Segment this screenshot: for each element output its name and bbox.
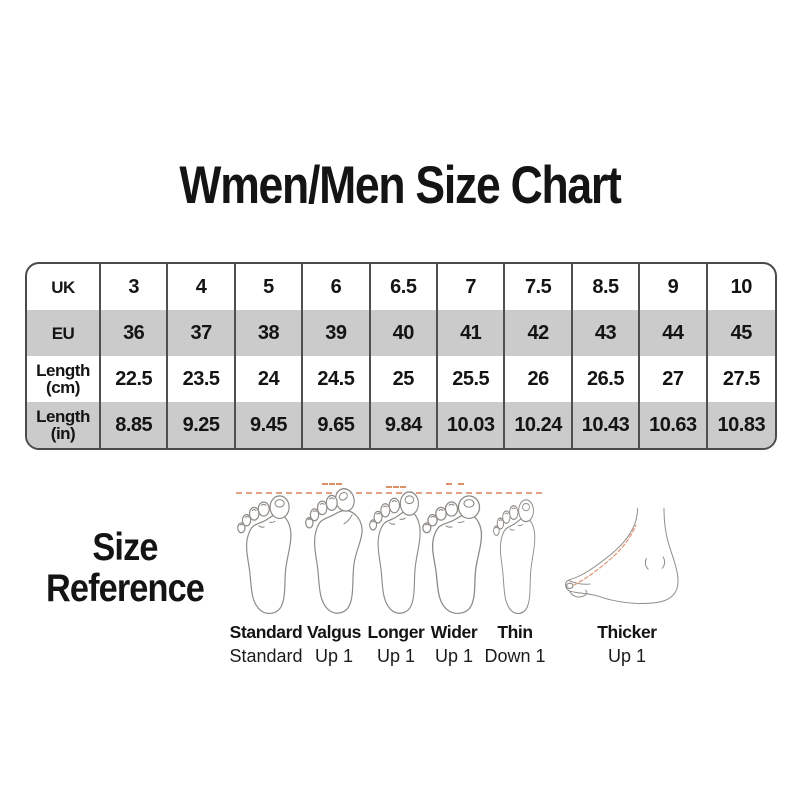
foot-adjustment: Down 1	[484, 646, 546, 666]
table-cell: 25	[371, 356, 438, 402]
table-cell: 40	[371, 310, 438, 356]
foot-label: Valgus	[306, 622, 361, 642]
table-cell: 6	[303, 264, 371, 310]
foot-label: Standard	[229, 622, 303, 642]
table-row-length-cm: Length (cm) 22.5 23.5 24 24.5 25 25.5 26…	[27, 356, 775, 402]
table-cell: 10.43	[573, 402, 641, 448]
size-reference-line1: Size	[92, 526, 158, 569]
table-cell: 45	[730, 322, 753, 344]
foot-figure-thicker: Thicker Up 1	[561, 484, 693, 684]
row-header-eu: EU	[27, 310, 101, 356]
table-cell: 37	[168, 310, 236, 356]
foot-label: Thicker	[597, 622, 657, 642]
table-cell: 39	[303, 310, 371, 356]
dash-tick	[446, 483, 464, 485]
table-row-eu: EU 36 37 38 39 40 41 42 43 44 45	[27, 310, 775, 356]
row-header-length-cm: Length (cm)	[27, 356, 101, 402]
table-cell: 9.84	[371, 402, 438, 448]
foot-side-thicker-icon	[564, 507, 679, 605]
foot-label: Wider	[430, 622, 478, 642]
size-table: UK 3 4 5 6 6.5 7 7.5 8.5 9 10 EU 36 37 3…	[25, 262, 777, 450]
toe-guide-dashed-line	[236, 492, 542, 494]
dash-tick	[322, 483, 342, 485]
table-cell: 9.65	[303, 402, 371, 448]
size-reference-line2: Reference	[45, 567, 205, 610]
table-cell: 24	[236, 356, 304, 402]
table-cell: 41	[438, 310, 506, 356]
foot-label: Longer	[367, 622, 425, 642]
foot-label: Thin	[497, 622, 533, 642]
table-cell: 27.5	[722, 368, 760, 390]
table-cell: 5	[236, 264, 304, 310]
foot-figure-valgus: Valgus Up 1	[284, 484, 384, 684]
table-cell: 26	[505, 356, 573, 402]
table-cell: 43	[573, 310, 641, 356]
table-cell: 42	[505, 310, 573, 356]
table-cell: 36	[101, 310, 169, 356]
table-cell: 10.83	[717, 414, 766, 436]
foot-adjustment: Up 1	[314, 646, 354, 666]
table-cell: 7.5	[505, 264, 573, 310]
table-cell: 10.24	[505, 402, 573, 448]
table-cell: 3	[101, 264, 169, 310]
table-cell: 7	[438, 264, 506, 310]
foot-top-thin-icon	[492, 499, 535, 615]
foot-adjustment: Up 1	[607, 646, 647, 666]
foot-adjustment: Up 1	[376, 646, 416, 666]
table-cell: 44	[640, 310, 708, 356]
table-cell: 8.85	[101, 402, 169, 448]
table-cell: 4	[168, 264, 236, 310]
page-title: Wmen/Men Size Chart	[179, 156, 621, 215]
table-row-length-in: Length (in) 8.85 9.25 9.45 9.65 9.84 10.…	[27, 402, 775, 448]
table-cell: 26.5	[573, 356, 641, 402]
table-cell: 9	[640, 264, 708, 310]
table-cell: 38	[236, 310, 304, 356]
table-cell: 9.25	[168, 402, 236, 448]
table-row-uk: UK 3 4 5 6 6.5 7 7.5 8.5 9 10	[27, 264, 775, 310]
table-cell: 24.5	[303, 356, 371, 402]
table-cell: 22.5	[101, 356, 169, 402]
foot-adjustment: Standard	[229, 646, 303, 666]
row-header-length-in: Length (in)	[27, 402, 101, 448]
table-cell: 23.5	[168, 356, 236, 402]
foot-figure-thin: Thin Down 1	[465, 484, 565, 684]
size-reference-heading: Size Reference	[24, 527, 226, 609]
row-header-uk: UK	[27, 264, 101, 310]
table-cell: 10.03	[438, 402, 506, 448]
dash-tick	[386, 486, 406, 488]
table-cell: 10.63	[640, 402, 708, 448]
foot-figure-wider: Wider Up 1	[404, 484, 504, 684]
table-cell: 25.5	[438, 356, 506, 402]
table-cell: 27	[640, 356, 708, 402]
foot-figure-standard: Standard Standard	[216, 484, 316, 684]
table-cell: 9.45	[236, 402, 304, 448]
table-cell: 6.5	[371, 264, 438, 310]
foot-adjustment: Up 1	[434, 646, 474, 666]
table-cell: 8.5	[573, 264, 641, 310]
foot-figure-longer: Longer Up 1	[346, 484, 446, 684]
table-cell: 10	[730, 276, 753, 298]
